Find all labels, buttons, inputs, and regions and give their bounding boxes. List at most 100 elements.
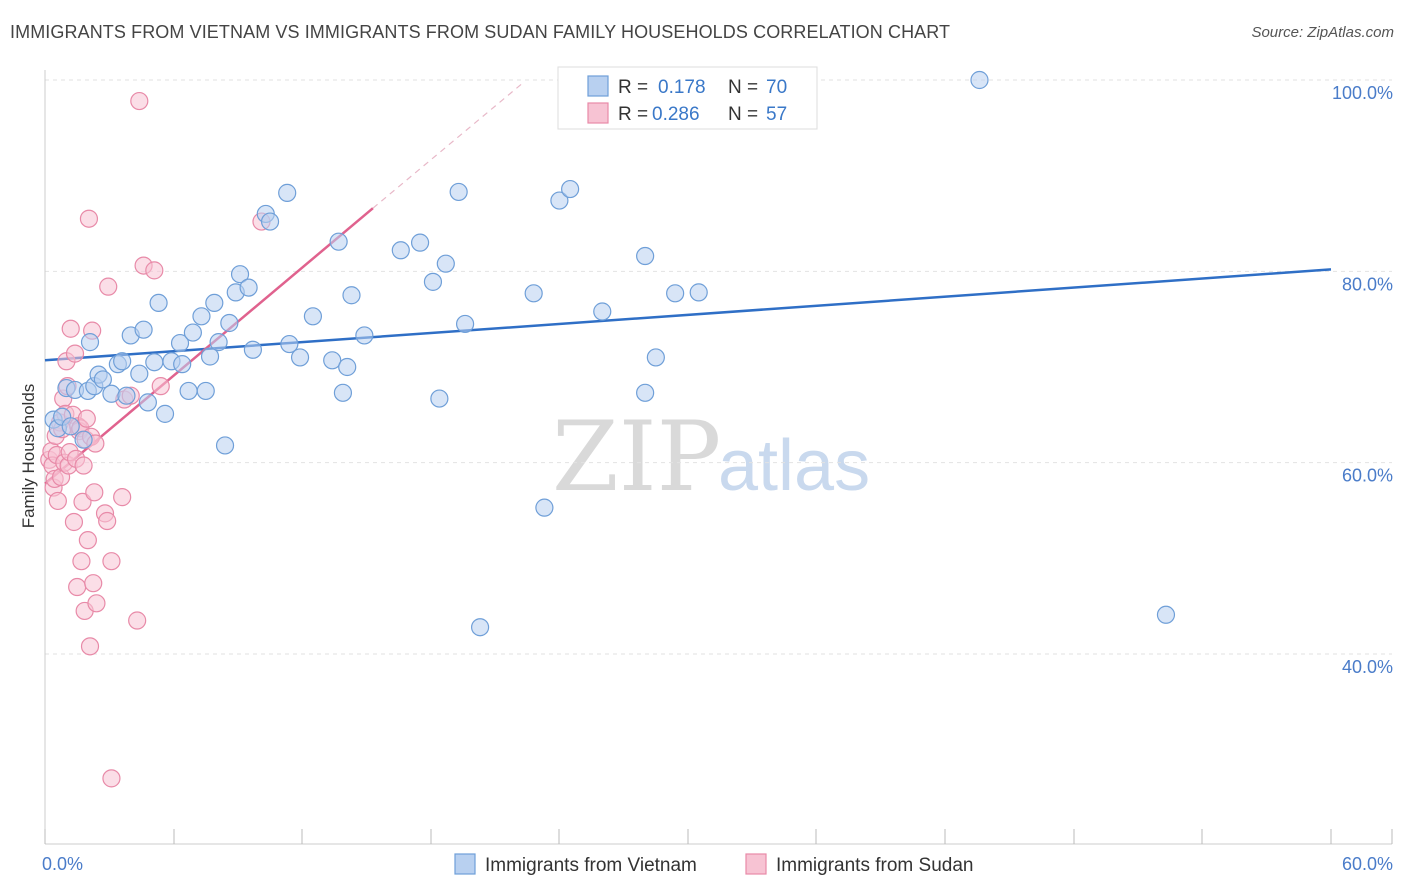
y-tick-labels: 40.0% 60.0% 80.0% 100.0%: [1332, 83, 1393, 677]
point-vietnam-70: [1156, 605, 1176, 624]
point-sudan-46: [102, 769, 121, 788]
trend-line-sudan-extension: [372, 82, 524, 209]
point-vietnam-8: [80, 333, 100, 352]
point-vietnam-36: [230, 265, 250, 284]
point-vietnam-19: [138, 393, 157, 412]
point-vietnam-55: [436, 254, 455, 273]
point-vietnam-41: [278, 183, 297, 202]
point-sudan-34: [79, 209, 99, 228]
point-vietnam-34: [220, 313, 239, 333]
point-vietnam-12: [102, 384, 121, 403]
gridlines: [45, 79, 1392, 655]
point-vietnam-31: [205, 293, 224, 313]
point-vietnam-60: [535, 498, 554, 517]
point-sudan-38: [84, 574, 103, 593]
point-vietnam-63: [593, 302, 612, 321]
point-sudan-20: [64, 512, 84, 532]
point-vietnam-38: [243, 340, 263, 359]
y-tick-label-60: 60.0%: [1342, 466, 1393, 486]
chart-title: IMMIGRANTS FROM VIETNAM VS IMMIGRANTS FR…: [10, 22, 951, 42]
point-vietnam-18: [134, 320, 153, 339]
point-vietnam-50: [355, 326, 374, 345]
point-vietnam-37: [239, 278, 258, 297]
point-vietnam-65: [636, 383, 655, 402]
legend-n-label-sudan: N =: [728, 104, 758, 125]
legend-swatch-vietnam: [587, 75, 609, 97]
point-vietnam-48: [338, 357, 357, 377]
series-legend-swatch-vietnam: [454, 853, 476, 875]
point-vietnam-45: [323, 351, 342, 370]
point-vietnam-64: [636, 246, 655, 266]
point-vietnam-49: [342, 286, 361, 305]
point-vietnam-46: [329, 232, 348, 251]
legend-r-value-vietnam: 0.178: [658, 77, 706, 98]
point-vietnam-68: [689, 283, 708, 302]
point-sudan-18: [61, 319, 80, 338]
point-sudan-27: [72, 552, 91, 571]
point-vietnam-52: [410, 233, 430, 252]
y-axis-label: Family Households: [19, 384, 38, 529]
point-sudan-7: [48, 491, 67, 511]
series-legend-label-vietnam: Immigrants from Vietnam: [485, 855, 697, 876]
point-vietnam-27: [183, 323, 202, 342]
legend-n-value-sudan: 57: [766, 104, 787, 125]
y-tick-label-40: 40.0%: [1342, 657, 1393, 677]
series-legend-label-sudan: Immigrants from Sudan: [776, 855, 973, 876]
x-tick-labels: 0.0% 60.0%: [42, 854, 1393, 874]
point-vietnam-62: [561, 179, 580, 199]
point-sudan-35: [80, 637, 100, 656]
point-vietnam-47: [333, 383, 353, 402]
point-vietnam-54: [430, 389, 449, 408]
point-sudan-47: [113, 488, 132, 507]
point-sudan-39: [85, 483, 104, 502]
point-vietnam-20: [145, 353, 164, 372]
point-vietnam-6: [74, 430, 93, 449]
point-vietnam-57: [455, 314, 475, 334]
point-vietnam-59: [524, 284, 543, 303]
point-sudan-41: [87, 594, 106, 613]
point-vietnam-69: [970, 70, 989, 90]
point-vietnam-44: [303, 307, 323, 326]
point-vietnam-33: [215, 436, 235, 455]
point-vietnam-51: [391, 241, 410, 260]
point-vietnam-21: [149, 293, 168, 313]
point-vietnam-67: [666, 284, 685, 303]
point-vietnam-42: [280, 334, 299, 354]
stats-legend: R = 0.178 N = 70 R = 0.286 N = 57: [557, 66, 818, 130]
data-points: [40, 70, 1176, 788]
point-sudan-44: [99, 277, 118, 296]
legend-r-value-sudan: 0.286: [652, 104, 700, 125]
point-vietnam-32: [209, 333, 228, 352]
legend-r-label-vietnam: R =: [618, 77, 648, 98]
point-vietnam-58: [470, 618, 490, 637]
point-sudan-45: [102, 552, 121, 571]
source-label: Source: ZipAtlas.com: [1251, 24, 1394, 41]
point-sudan-32: [77, 409, 96, 428]
point-sudan-29: [74, 456, 93, 475]
point-vietnam-40: [260, 212, 280, 231]
point-sudan-28: [73, 492, 92, 511]
point-vietnam-61: [550, 191, 569, 210]
point-vietnam-43: [290, 348, 310, 367]
point-vietnam-24: [170, 333, 190, 353]
point-vietnam-30: [200, 347, 220, 366]
point-vietnam-25: [173, 355, 192, 374]
y-tick-label-80: 80.0%: [1342, 274, 1393, 294]
point-vietnam-29: [196, 381, 215, 401]
point-vietnam-22: [155, 404, 175, 423]
point-sudan-23: [68, 577, 87, 597]
point-vietnam-15: [117, 386, 136, 405]
series-legend-swatch-sudan: [745, 853, 767, 875]
point-vietnam-11: [93, 370, 112, 389]
point-sudan-50: [128, 611, 147, 630]
x-tick-label-max: 60.0%: [1342, 854, 1393, 874]
point-vietnam-53: [423, 272, 443, 291]
y-tick-label-100: 100.0%: [1332, 83, 1393, 103]
legend-r-label-sudan: R =: [618, 104, 648, 125]
point-vietnam-66: [646, 348, 665, 367]
legend-n-value-vietnam: 70: [766, 77, 787, 98]
point-sudan-21: [65, 344, 85, 363]
point-vietnam-17: [130, 364, 149, 383]
point-vietnam-28: [192, 307, 211, 326]
series-legend: Immigrants from Vietnam Immigrants from …: [454, 853, 973, 876]
